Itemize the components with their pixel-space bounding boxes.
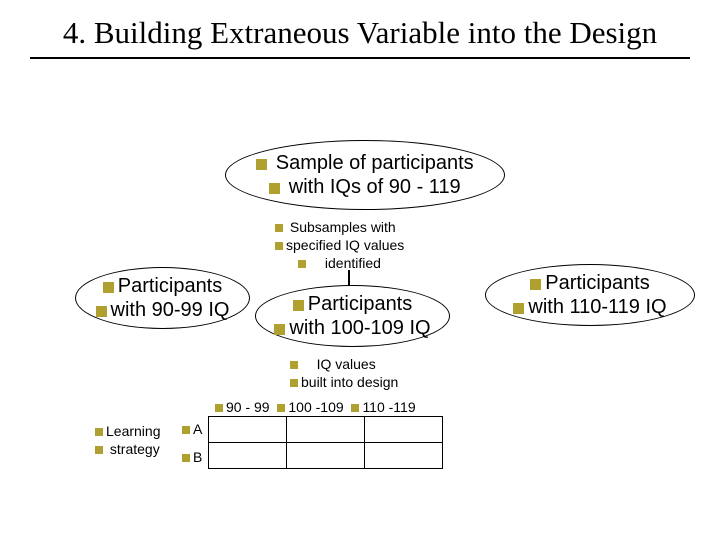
- table-row: [209, 443, 443, 469]
- bullet-icon: [275, 224, 283, 232]
- subsamples-label: Subsamples with specified IQ values iden…: [275, 218, 404, 273]
- bullet-icon: [256, 159, 267, 170]
- slide-title: 4. Building Extraneous Variable into the…: [0, 0, 720, 57]
- bullet-icon: [513, 303, 524, 314]
- bullet-icon: [277, 404, 285, 412]
- title-text: 4. Building Extraneous Variable into the…: [63, 15, 657, 50]
- bullet-icon: [275, 242, 283, 250]
- title-underline: [30, 57, 690, 59]
- bullet-icon: [290, 379, 298, 387]
- bullet-icon: [269, 183, 280, 194]
- row-label-a: A: [182, 420, 202, 438]
- cell: [209, 417, 287, 443]
- group-left-oval: Participants with 90-99 IQ: [75, 267, 250, 329]
- col-header-0: 90 - 99: [226, 399, 270, 415]
- bullet-icon: [290, 361, 298, 369]
- bullet-icon: [274, 324, 285, 335]
- group-right-text2: with 110-119 IQ: [528, 296, 666, 318]
- row-a: A: [193, 421, 202, 437]
- row-title-2: strategy: [106, 441, 160, 457]
- cell: [287, 443, 365, 469]
- row-b: B: [193, 449, 202, 465]
- bullet-icon: [530, 279, 541, 290]
- bullet-icon: [298, 260, 306, 268]
- bullet-icon: [96, 306, 107, 317]
- mid-line1: Subsamples with: [286, 219, 396, 235]
- top-oval-line2: with IQs of 90 - 119: [269, 175, 460, 199]
- bullet-icon: [103, 282, 114, 293]
- bullet-icon: [182, 426, 190, 434]
- group-right-oval: Participants with 110-119 IQ: [485, 264, 695, 326]
- group-mid-text2: with 100-109 IQ: [289, 317, 430, 339]
- cell: [365, 417, 443, 443]
- cell: [365, 443, 443, 469]
- bullet-icon: [95, 446, 103, 454]
- top-oval-line1: Sample of participants: [256, 151, 473, 175]
- top-oval-text1: Sample of participants: [276, 152, 474, 174]
- lower-line2: built into design: [301, 374, 398, 390]
- bullet-icon: [351, 404, 359, 412]
- design-table: [208, 416, 443, 469]
- table-col-headers: 90 - 99 100 -109 110 -119: [215, 398, 416, 416]
- table-row: [209, 417, 443, 443]
- group-mid-oval: Participants with 100-109 IQ: [255, 285, 450, 347]
- bullet-icon: [95, 428, 103, 436]
- bullet-icon: [293, 300, 304, 311]
- col-header-1: 100 -109: [288, 399, 343, 415]
- group-left-text1: Participants: [118, 275, 223, 297]
- row-labels-title: Learning strategy: [95, 422, 161, 458]
- col-header-2: 110 -119: [362, 399, 415, 415]
- mid-line3: identified: [325, 255, 381, 271]
- mid-line2: specified IQ values: [286, 237, 404, 253]
- top-oval-text2: with IQs of 90 - 119: [289, 176, 461, 198]
- row-title-1: Learning: [106, 423, 161, 439]
- design-grid: [208, 416, 443, 469]
- cell: [287, 417, 365, 443]
- group-mid-text1: Participants: [308, 293, 413, 315]
- cell: [209, 443, 287, 469]
- iq-built-label: IQ values built into design: [290, 355, 398, 391]
- top-sample-oval: Sample of participants with IQs of 90 - …: [225, 140, 505, 210]
- group-left-text2: with 90-99 IQ: [111, 299, 230, 321]
- row-label-b: B: [182, 448, 202, 466]
- bullet-icon: [182, 454, 190, 462]
- group-right-text1: Participants: [545, 272, 650, 294]
- lower-line1: IQ values: [317, 356, 376, 372]
- bullet-icon: [215, 404, 223, 412]
